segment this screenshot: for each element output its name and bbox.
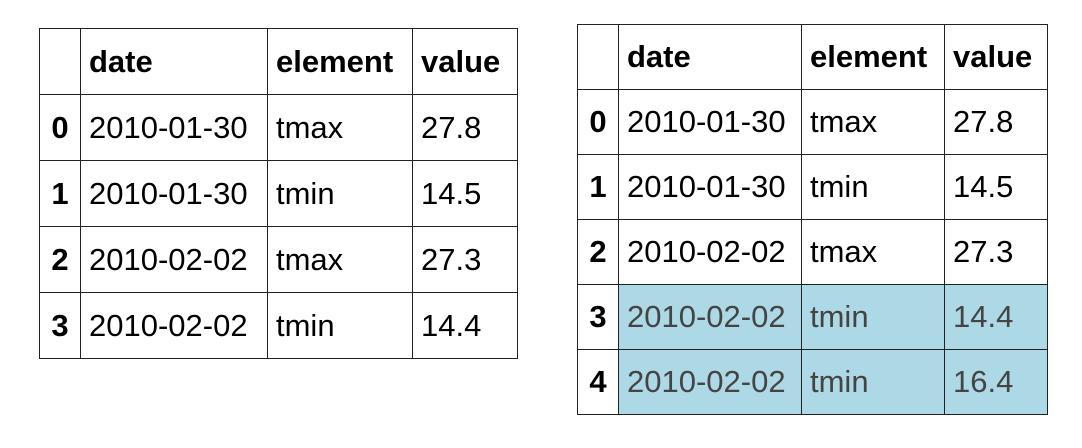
highlighted-table-row: 4 2010-02-02 tmin 16.4 (577, 349, 1048, 415)
cell-date: 2010-01-30 (80, 94, 268, 161)
cell-element: tmax (267, 94, 413, 161)
cell-date: 2010-01-30 (618, 89, 802, 155)
column-header-date: date (618, 24, 802, 90)
cell-date: 2010-02-02 (618, 349, 802, 415)
cell-element: tmax (267, 226, 413, 293)
table-row: 1 2010-01-30 tmin 14.5 (577, 154, 1048, 220)
cell-date: 2010-01-30 (618, 154, 802, 220)
row-index: 2 (577, 219, 619, 285)
table-header-row: date element value (39, 28, 518, 95)
row-index: 3 (39, 292, 81, 359)
table-header-row: date element value (577, 24, 1048, 90)
column-header-value: value (944, 24, 1048, 90)
cell-value: 14.4 (412, 292, 518, 359)
cell-element: tmin (801, 154, 945, 220)
table-row: 2 2010-02-02 tmax 27.3 (577, 219, 1048, 285)
table-row: 0 2010-01-30 tmax 27.8 (577, 89, 1048, 155)
column-header-date: date (80, 28, 268, 95)
table-row: 0 2010-01-30 tmax 27.8 (39, 94, 518, 161)
cell-date: 2010-02-02 (80, 292, 268, 359)
index-header (39, 28, 81, 95)
cell-value: 16.4 (944, 349, 1048, 415)
cell-date: 2010-01-30 (80, 160, 268, 227)
row-index: 0 (577, 89, 619, 155)
left-dataframe-table: date element value 0 2010-01-30 tmax 27.… (39, 28, 518, 359)
right-dataframe-table: date element value 0 2010-01-30 tmax 27.… (577, 24, 1048, 415)
cell-element: tmin (801, 284, 945, 350)
cell-element: tmin (267, 160, 413, 227)
cell-value: 27.3 (944, 219, 1048, 285)
table-row: 2 2010-02-02 tmax 27.3 (39, 226, 518, 293)
column-header-element: element (267, 28, 413, 95)
cell-value: 14.4 (944, 284, 1048, 350)
cell-date: 2010-02-02 (80, 226, 268, 293)
cell-value: 27.3 (412, 226, 518, 293)
cell-value: 27.8 (944, 89, 1048, 155)
row-index: 1 (577, 154, 619, 220)
table-row: 1 2010-01-30 tmin 14.5 (39, 160, 518, 227)
row-index: 0 (39, 94, 81, 161)
cell-value: 14.5 (412, 160, 518, 227)
cell-element: tmax (801, 219, 945, 285)
cell-value: 14.5 (944, 154, 1048, 220)
row-index: 2 (39, 226, 81, 293)
index-header (577, 24, 619, 90)
cell-date: 2010-02-02 (618, 219, 802, 285)
row-index: 3 (577, 284, 619, 350)
table-row: 3 2010-02-02 tmin 14.4 (39, 292, 518, 359)
cell-element: tmax (801, 89, 945, 155)
column-header-element: element (801, 24, 945, 90)
row-index: 4 (577, 349, 619, 415)
cell-date: 2010-02-02 (618, 284, 802, 350)
row-index: 1 (39, 160, 81, 227)
cell-value: 27.8 (412, 94, 518, 161)
column-header-value: value (412, 28, 518, 95)
cell-element: tmin (801, 349, 945, 415)
cell-element: tmin (267, 292, 413, 359)
highlighted-table-row: 3 2010-02-02 tmin 14.4 (577, 284, 1048, 350)
